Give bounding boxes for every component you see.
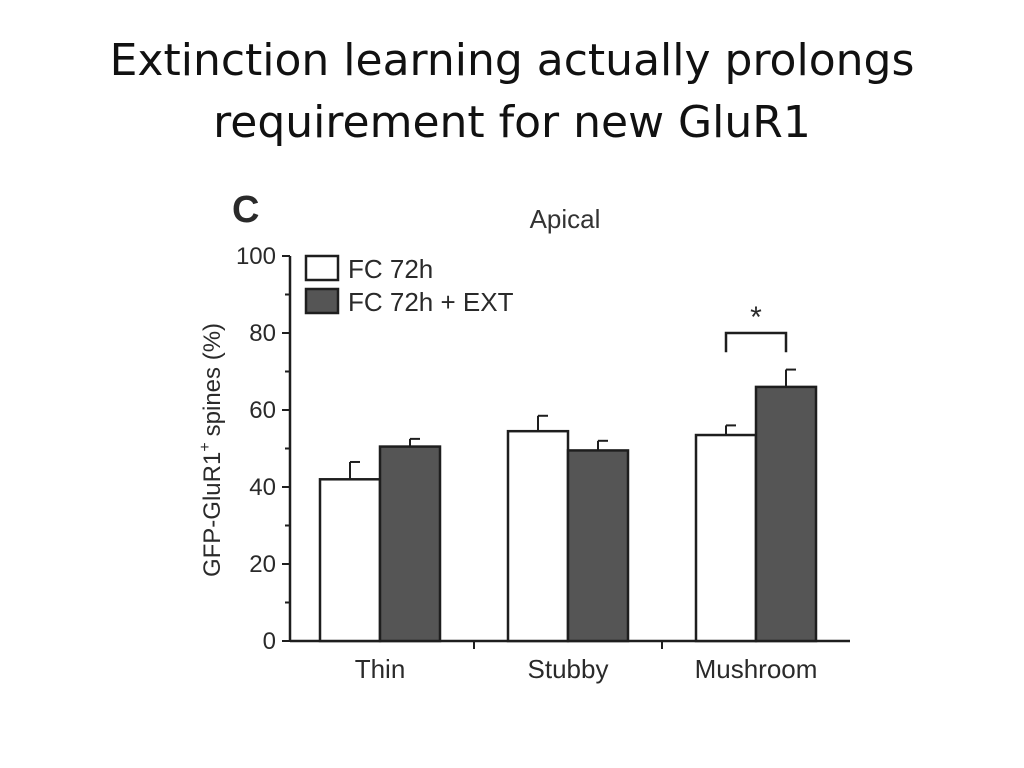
y-tick-label: 40	[249, 474, 276, 501]
plot-area: 0 20 40 60 80 100 Thin Stubby Mushroom * FC 72hFC …	[236, 243, 850, 684]
slide-title-line-1: Extinction learning actually prolongs	[109, 35, 915, 86]
legend-swatch-series-2	[304, 287, 340, 315]
y-axis-label-superscript: +	[197, 442, 214, 451]
y-tick-label: 0	[263, 628, 276, 655]
y-axis-label-suffix: spines (%)	[199, 323, 226, 436]
legend-label-series-2: FC 72h + EXT	[348, 287, 514, 317]
y-axis-label-main: GFP-GluR1	[199, 452, 226, 577]
bar-thin-series-1	[318, 478, 382, 643]
significance-bracket	[724, 331, 788, 353]
x-category-label: Thin	[355, 654, 406, 684]
slide-title: Extinction learning actually prolongs re…	[0, 30, 1024, 154]
y-tick-label: 80	[249, 320, 276, 347]
chart-title: Apical	[530, 204, 601, 234]
x-category-label: Mushroom	[695, 654, 818, 684]
bar-mushroom-series-1	[694, 433, 758, 643]
y-tick-label: 100	[236, 243, 276, 270]
y-axis-label: GFP-GluR1+ spines (%)	[197, 323, 226, 577]
bar-stubby-series-1	[506, 429, 570, 643]
slide-title-line-2: requirement for new GluR1	[213, 97, 811, 148]
y-tick-label: 20	[249, 551, 276, 578]
bar-thin-series-2	[378, 445, 442, 643]
bar-stubby-series-2	[566, 449, 630, 643]
panel-letter: C	[232, 189, 259, 231]
legend-swatch-series-1	[304, 254, 340, 282]
significance-marker: *	[750, 301, 762, 334]
legend-label-series-1: FC 72h	[348, 254, 433, 284]
x-category-label: Stubby	[528, 654, 609, 684]
y-tick-label: 60	[249, 397, 276, 424]
bar-mushroom-series-2	[754, 385, 818, 643]
